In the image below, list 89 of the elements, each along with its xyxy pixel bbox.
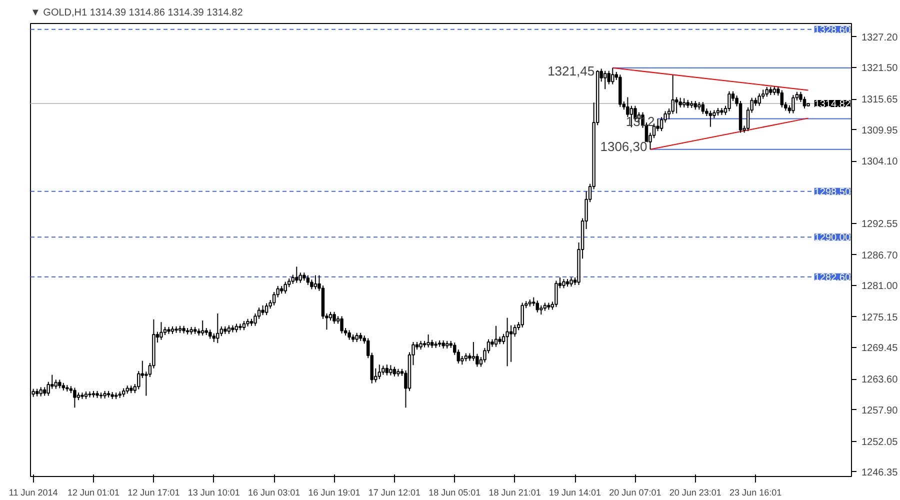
candlestick [728, 90, 731, 112]
candlestick [264, 302, 268, 316]
candlestick [332, 311, 336, 324]
y-tick-label: 1281.00 [862, 281, 898, 292]
x-tick-label: 16 Jun 19:01 [308, 488, 360, 498]
chart-title: ▼ GOLD,H1 1314.39 1314.86 1314.39 1314.82 [30, 8, 244, 18]
candlestick [502, 333, 506, 345]
candlestick [389, 364, 392, 376]
ref-line-label: 1282.60 [814, 272, 851, 284]
candlestick [216, 312, 220, 344]
candlestick [295, 266, 298, 284]
candlestick [607, 70, 610, 85]
y-tick-label: 1292.55 [862, 218, 898, 230]
candlestick [284, 281, 287, 294]
candlestick [506, 317, 509, 367]
y-tick-label: 1257.90 [862, 405, 898, 416]
candlestick [261, 304, 264, 316]
candlestick [540, 304, 543, 316]
x-tick-label: 18 Jun 05:01 [428, 488, 481, 498]
x-tick-label: 18 Jun 21:01 [488, 488, 541, 498]
y-tick-label: 1269.45 [862, 343, 898, 354]
annotation: 1306,30 [600, 138, 648, 154]
x-tick-label: 13 Jun 10:01 [188, 488, 240, 498]
candlestick [208, 329, 212, 340]
x-tick-label: 11 Jun 2014 [8, 488, 58, 498]
candlestick [758, 92, 761, 106]
candlestick [780, 90, 784, 108]
ref-line-label: 1298.50 [814, 186, 851, 198]
candlestick [340, 316, 344, 334]
candlestick [682, 98, 686, 108]
y-tick-label: 1286.70 [862, 250, 898, 262]
candlestick [570, 276, 573, 288]
candlestick [298, 272, 302, 284]
y-tick-label: 1309.95 [862, 125, 898, 136]
candlestick [272, 291, 276, 306]
candlestick [73, 387, 76, 408]
ref-line-label: 1328.60 [814, 24, 851, 36]
x-tick-label: 20 Jun 23:01 [669, 488, 722, 498]
candlestick [385, 364, 389, 376]
candlestick [611, 67, 614, 85]
x-tick-label: 12 Jun 17:01 [128, 488, 180, 498]
candlestick [802, 96, 806, 110]
candlestick [50, 374, 54, 390]
x-tick-label: 12 Jun 01:01 [67, 488, 120, 498]
candlestick [708, 110, 712, 128]
y-tick-label: 1321.50 [862, 63, 898, 74]
candlestick [54, 379, 58, 390]
x-tick-label: 19 Jun 14:01 [548, 488, 602, 498]
candlestick [392, 366, 396, 377]
y-tick-label: 1263.60 [862, 374, 898, 386]
candlestick [494, 325, 498, 348]
candlestick [603, 70, 607, 90]
y-tick-label: 1315.65 [862, 94, 898, 106]
candlestick [426, 334, 430, 348]
candlestick [355, 332, 358, 342]
candlestick [520, 302, 524, 328]
y-tick-label: 1327.20 [862, 32, 898, 44]
candlestick [160, 322, 163, 340]
candlestick [701, 102, 705, 114]
candlestick [660, 116, 664, 132]
ref-line-label: 1314.82 [814, 99, 851, 110]
candlestick [792, 94, 795, 114]
candlestick [765, 86, 768, 98]
candlestick [674, 96, 678, 114]
y-tick-label: 1275.15 [862, 312, 898, 324]
candlestick [310, 279, 314, 290]
y-tick-label: 1246.35 [862, 467, 898, 478]
x-tick-label: 23 Jun 16:01 [730, 488, 782, 498]
x-tick-label: 17 Jun 12:01 [368, 488, 420, 498]
candlestick [554, 280, 558, 308]
candlestick [536, 300, 540, 313]
y-tick-label: 1304.10 [862, 156, 898, 168]
x-tick-label: 20 Jun 07:01 [609, 488, 662, 498]
candlestick [314, 274, 318, 290]
candlestick [378, 364, 382, 380]
candlestick [200, 320, 204, 336]
candlestick [242, 320, 246, 331]
candlestick [382, 365, 385, 376]
candlestick [656, 118, 660, 132]
candlestick [39, 386, 42, 397]
candlestick [562, 278, 566, 289]
y-tick-label: 1252.05 [862, 436, 898, 448]
candlestick [472, 342, 476, 362]
candlestick [220, 326, 224, 337]
candlestick [348, 330, 351, 340]
candlestick [509, 324, 513, 362]
candlestick [306, 274, 310, 286]
x-tick-label: 16 Jun 03:01 [248, 488, 300, 498]
annotation: 1321,45 [548, 63, 595, 78]
